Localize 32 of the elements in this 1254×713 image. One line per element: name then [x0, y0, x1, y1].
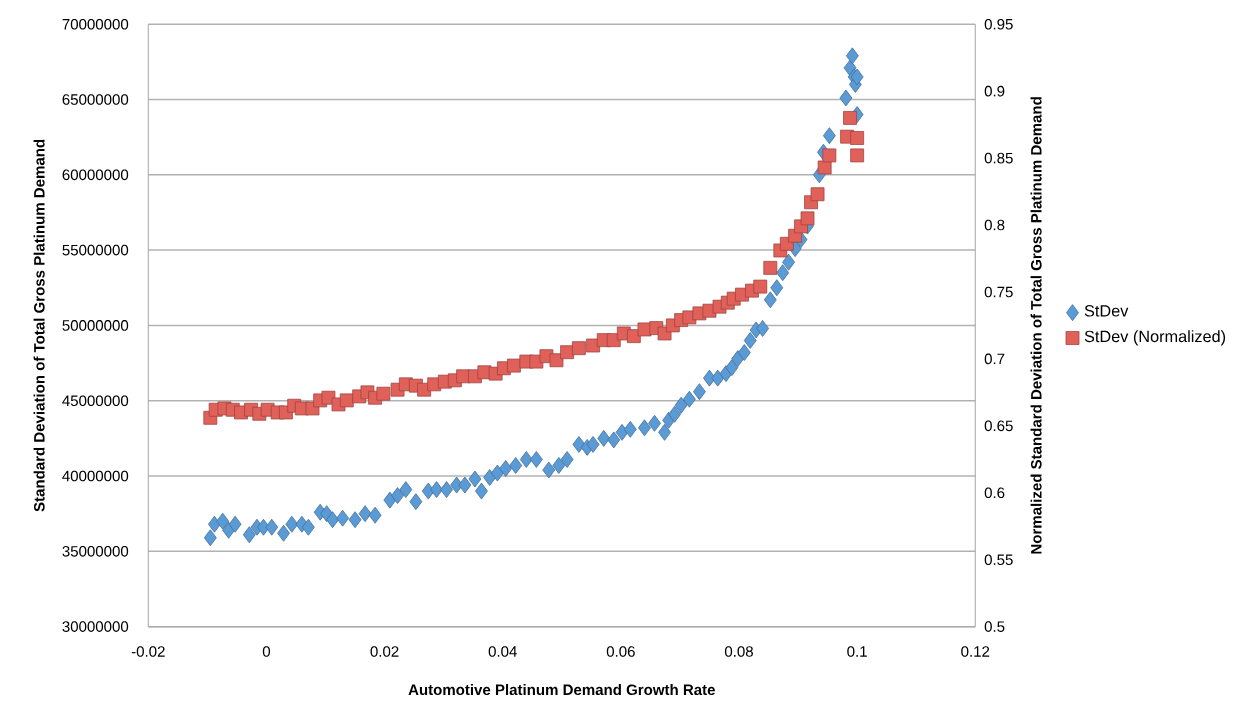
legend-label: StDev — [1084, 305, 1129, 317]
y2-tick-label: 0.95 — [984, 18, 1013, 30]
x-tick-label: -0.02 — [131, 646, 165, 657]
y2-tick-label: 0.75 — [984, 286, 1013, 298]
x-tick-label: 0.08 — [724, 646, 753, 657]
y-tick-label: 70000000 — [62, 18, 129, 30]
y2-tick-label: 0.9 — [984, 85, 1005, 97]
y2-tick-label: 0.8 — [984, 219, 1005, 231]
y-tick-label: 45000000 — [62, 395, 129, 407]
y2-tick-label: 0.5 — [984, 621, 1005, 633]
x-tick-label: 0.04 — [488, 646, 517, 657]
x-axis-title: Automotive Platinum Demand Growth Rate — [408, 684, 715, 696]
y2-tick-label: 0.55 — [984, 554, 1013, 566]
y-axis-title: Standard Deviation of Total Gross Platinum Demand — [33, 139, 45, 512]
y2-tick-label: 0.65 — [984, 420, 1013, 432]
y-tick-label: 35000000 — [62, 546, 129, 557]
y2-tick-label: 0.6 — [984, 487, 1005, 499]
legend-label: StDev (Normalized) — [1084, 330, 1226, 346]
x-tick-label: 0.02 — [370, 646, 399, 657]
y2-tick-label: 0.85 — [984, 152, 1013, 164]
y-tick-label: 65000000 — [62, 94, 129, 105]
x-tick-label: 0.1 — [847, 646, 867, 657]
y-tick-label: 40000000 — [62, 470, 129, 482]
x-tick-label: 0.12 — [961, 646, 990, 657]
y2-axis-title: Normalized Standard Deviation of Total Gross Platinum Demand — [1030, 97, 1042, 554]
y-tick-label: 50000000 — [62, 320, 129, 331]
y-tick-label: 30000000 — [62, 621, 129, 633]
y-tick-label: 55000000 — [62, 244, 129, 256]
x-tick-label: 0.06 — [606, 646, 635, 657]
y2-tick-label: 0.7 — [984, 353, 1005, 365]
y-tick-label: 60000000 — [62, 169, 129, 181]
x-tick-label: 0 — [262, 646, 271, 657]
